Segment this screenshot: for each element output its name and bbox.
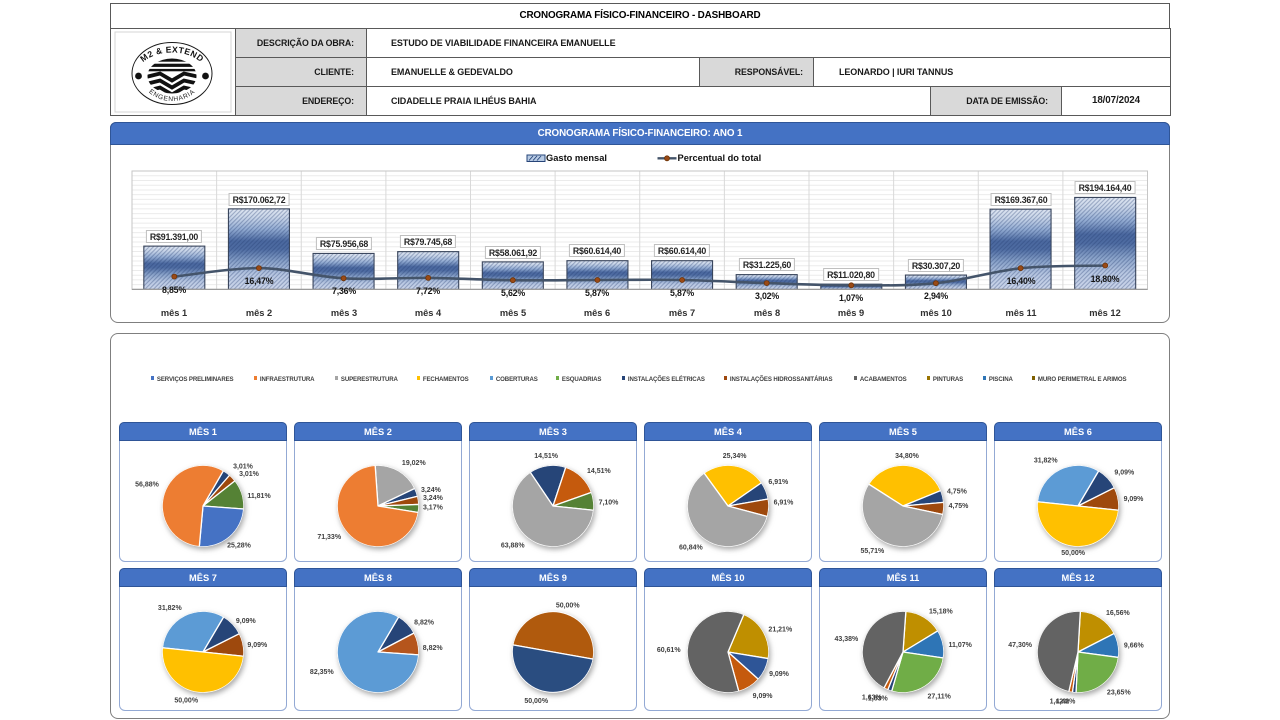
svg-text:9,66%: 9,66%	[1124, 643, 1145, 650]
svg-text:6,91%: 6,91%	[774, 500, 795, 507]
svg-text:16,56%: 16,56%	[1106, 610, 1131, 617]
svg-text:3,01%: 3,01%	[239, 471, 260, 478]
svg-text:9,09%: 9,09%	[1114, 469, 1135, 476]
svg-text:63,88%: 63,88%	[501, 543, 526, 550]
svg-text:23,65%: 23,65%	[1107, 689, 1132, 696]
svg-text:50,00%: 50,00%	[524, 698, 549, 705]
svg-text:3,01%: 3,01%	[233, 463, 254, 470]
svg-text:60,84%: 60,84%	[679, 545, 704, 552]
svg-text:1,42%: 1,42%	[1050, 698, 1071, 705]
svg-text:50,00%: 50,00%	[174, 698, 199, 705]
svg-text:21,21%: 21,21%	[768, 627, 793, 634]
svg-text:31,82%: 31,82%	[1034, 457, 1059, 464]
svg-text:50,00%: 50,00%	[556, 602, 581, 609]
svg-text:4,75%: 4,75%	[949, 503, 970, 510]
svg-text:47,30%: 47,30%	[1008, 642, 1033, 649]
svg-text:50,00%: 50,00%	[1061, 550, 1086, 557]
svg-text:8,82%: 8,82%	[423, 645, 444, 652]
svg-text:8,82%: 8,82%	[414, 620, 435, 627]
svg-text:34,80%: 34,80%	[895, 453, 920, 460]
svg-text:25,34%: 25,34%	[723, 453, 748, 460]
svg-text:27,11%: 27,11%	[928, 694, 952, 701]
svg-text:71,33%: 71,33%	[317, 534, 342, 541]
svg-text:56,88%: 56,88%	[135, 481, 160, 488]
svg-text:9,09%: 9,09%	[753, 693, 774, 700]
svg-text:31,82%: 31,82%	[158, 605, 183, 612]
svg-text:1,63%: 1,63%	[862, 694, 883, 701]
svg-text:43,38%: 43,38%	[835, 636, 860, 643]
svg-text:60,61%: 60,61%	[657, 647, 682, 654]
svg-text:11,81%: 11,81%	[247, 493, 271, 500]
svg-text:9,09%: 9,09%	[247, 642, 268, 649]
svg-text:3,24%: 3,24%	[423, 495, 444, 502]
svg-text:14,51%: 14,51%	[587, 468, 612, 475]
svg-text:7,10%: 7,10%	[599, 500, 620, 507]
svg-text:1,42%: 1,42%	[1056, 698, 1077, 705]
svg-text:9,09%: 9,09%	[769, 671, 790, 678]
svg-text:3,24%: 3,24%	[421, 487, 442, 494]
svg-text:82,35%: 82,35%	[310, 669, 335, 676]
svg-text:19,02%: 19,02%	[402, 460, 427, 467]
svg-text:14,51%: 14,51%	[534, 453, 559, 460]
svg-text:15,18%: 15,18%	[929, 609, 954, 616]
svg-text:11,07%: 11,07%	[949, 642, 973, 649]
svg-text:55,71%: 55,71%	[861, 548, 886, 555]
svg-text:9,09%: 9,09%	[236, 618, 257, 625]
svg-text:4,75%: 4,75%	[947, 488, 968, 495]
svg-text:9,09%: 9,09%	[1124, 496, 1145, 503]
svg-text:25,28%: 25,28%	[227, 542, 252, 549]
svg-text:6,91%: 6,91%	[768, 479, 789, 486]
svg-text:1,63%: 1,63%	[868, 695, 889, 702]
svg-text:3,17%: 3,17%	[423, 504, 444, 511]
